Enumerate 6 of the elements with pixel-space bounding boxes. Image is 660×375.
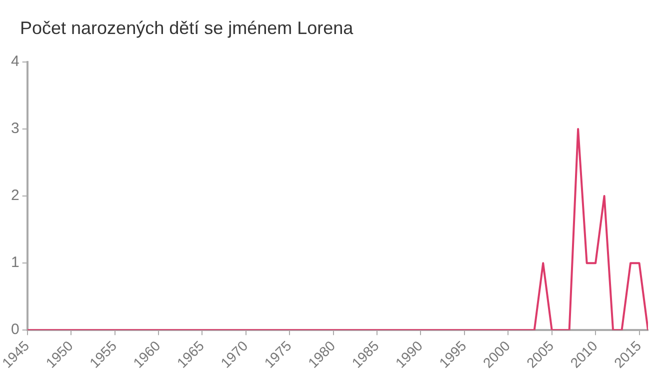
y-tick-label: 4 [11, 53, 20, 70]
y-tick-label: 1 [11, 254, 20, 272]
y-tick-label: 0 [11, 321, 20, 338]
chart-title: Počet narozených dětí se jménem Lorena [20, 18, 354, 39]
y-tick-label: 2 [11, 187, 20, 204]
y-tick-label: 3 [11, 120, 20, 138]
